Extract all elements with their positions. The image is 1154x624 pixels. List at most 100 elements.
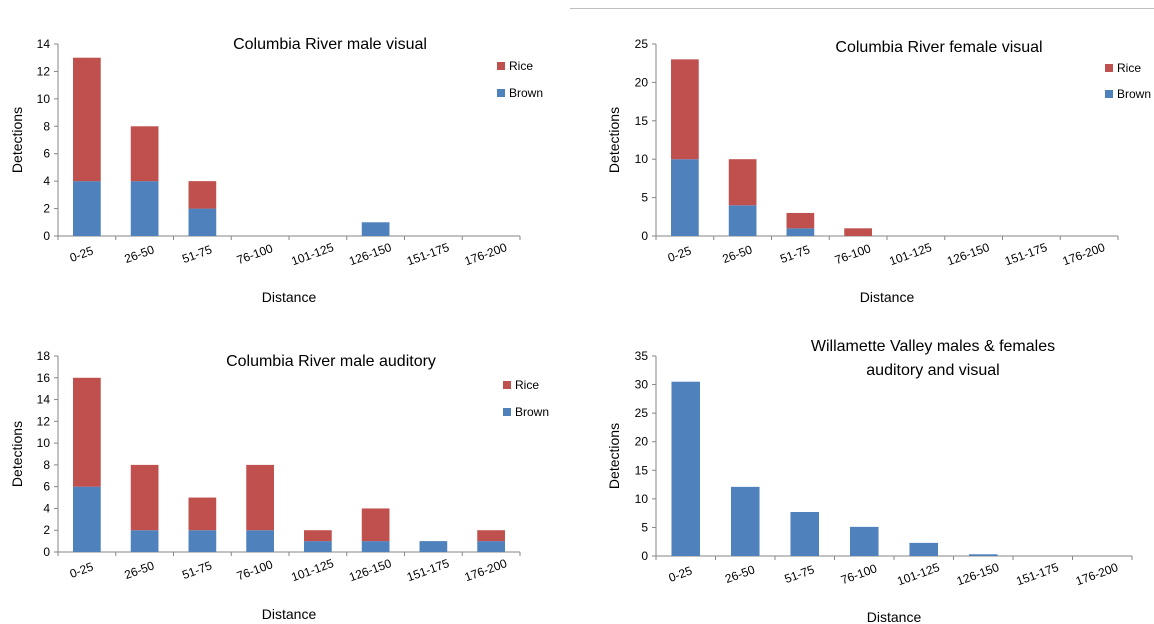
y-axis-title: Detections — [9, 107, 25, 173]
y-tick-label: 4 — [43, 174, 50, 188]
y-tick-label: 18 — [37, 349, 51, 363]
x-category-label: 76-100 — [833, 241, 873, 267]
x-category-label: 176-200 — [463, 240, 509, 268]
x-category-label: 51-75 — [180, 242, 214, 266]
legend-swatch-brown — [497, 89, 505, 97]
y-tick-label: 14 — [37, 393, 51, 407]
x-category-label: 26-50 — [122, 242, 156, 266]
x-category-label: 76-100 — [235, 241, 275, 267]
bar-series-51-75 — [790, 512, 820, 556]
x-category-label: 126-150 — [347, 556, 393, 584]
x-axis-title: Distance — [262, 606, 317, 622]
x-category-label: 51-75 — [783, 562, 817, 586]
x-category-label: 176-200 — [1061, 240, 1107, 268]
x-category-label: 101-125 — [289, 240, 335, 268]
legend-label-brown: Brown — [1117, 87, 1151, 101]
x-category-label: 126-150 — [955, 560, 1001, 588]
bar-series-76-100 — [849, 526, 879, 556]
chart-male-visual: 0 2 4 6 8 10 12 14 0-25 26-50 51-75 76-100 101-125 12… — [9, 36, 543, 305]
y-tick-label: 6 — [43, 147, 50, 161]
bar-brown-126-150 — [361, 541, 390, 552]
x-axis-title: Distance — [867, 609, 922, 624]
x-category-label: 26-50 — [723, 562, 757, 586]
bar-brown-26-50 — [728, 205, 757, 236]
x-category-label: 51-75 — [180, 558, 214, 582]
chart-female-visual: 0 5 10 15 20 25 0-25 26-50 51-75 76-100 101-125 126… — [606, 37, 1151, 305]
bar-brown-76-100 — [246, 530, 274, 552]
x-category-label: 76-100 — [839, 561, 879, 587]
y-tick-label: 8 — [43, 458, 50, 472]
y-tick-label: 12 — [37, 414, 51, 428]
x-category-label: 26-50 — [720, 242, 754, 266]
chart-title: auditory and visual — [866, 362, 999, 379]
bar-brown-26-50 — [130, 530, 159, 552]
y-tick-label: 2 — [43, 202, 50, 216]
bar-brown-0-25 — [73, 181, 101, 236]
x-category-label: 76-100 — [235, 557, 275, 583]
x-category-label: 0-25 — [666, 243, 694, 264]
bar-series-26-50 — [730, 486, 760, 556]
y-tick-label: 12 — [37, 64, 51, 78]
x-category-label: 151-175 — [405, 556, 451, 584]
bar-brown-151-175 — [419, 541, 448, 552]
y-axis-title: Detections — [606, 423, 622, 489]
legend-swatch-rice — [503, 381, 511, 389]
y-tick-label: 35 — [635, 349, 649, 363]
x-category-label: 176-200 — [463, 556, 509, 584]
y-tick-label: 16 — [37, 371, 51, 385]
bar-rice-76-100 — [246, 464, 274, 531]
y-tick-label: 10 — [635, 492, 649, 506]
chart-title: Columbia River male auditory — [226, 353, 436, 370]
bar-rice-26-50 — [130, 464, 159, 531]
y-tick-label: 10 — [635, 152, 649, 166]
y-tick-label: 10 — [37, 92, 51, 106]
bar-rice-26-50 — [130, 126, 159, 182]
x-axis-title: Distance — [860, 289, 915, 305]
y-tick-label: 6 — [43, 480, 50, 494]
y-axis-title: Detections — [9, 421, 25, 487]
legend-label-brown: Brown — [515, 405, 549, 419]
bar-brown-176-200 — [477, 541, 505, 552]
bar-rice-51-75 — [188, 497, 217, 531]
y-axis-title: Detections — [606, 107, 622, 173]
y-tick-label: 10 — [37, 436, 51, 450]
y-tick-label: 0 — [43, 229, 50, 243]
bar-brown-26-50 — [130, 181, 159, 236]
y-tick-label: 15 — [635, 114, 649, 128]
y-tick-label: 0 — [641, 549, 648, 563]
bar-rice-76-100 — [844, 228, 872, 236]
chart-title: Columbia River female visual — [835, 39, 1042, 56]
chart-male-auditory: 0 2 4 6 8 10 12 14 16 18 0-25 26-50 51-75 76-100 101-1… — [9, 349, 549, 622]
legend-label-rice: Rice — [509, 59, 533, 73]
legend-swatch-brown — [1105, 90, 1113, 98]
x-category-label: 176-200 — [1074, 560, 1120, 588]
y-tick-label: 2 — [43, 523, 50, 537]
x-category-label: 151-175 — [405, 240, 451, 268]
bar-brown-51-75 — [188, 208, 217, 236]
y-tick-label: 4 — [43, 501, 50, 515]
y-tick-label: 20 — [635, 75, 649, 89]
y-tick-label: 30 — [635, 378, 649, 392]
x-category-label: 26-50 — [122, 558, 156, 582]
y-tick-label: 20 — [635, 435, 649, 449]
x-category-label: 101-125 — [887, 240, 933, 268]
y-tick-label: 0 — [43, 545, 50, 559]
bar-series-0-25 — [671, 381, 701, 556]
bar-rice-26-50 — [728, 159, 757, 206]
bar-rice-176-200 — [477, 530, 505, 542]
x-category-label: 0-25 — [667, 563, 695, 584]
legend-swatch-rice — [497, 62, 505, 70]
bar-rice-0-25 — [73, 57, 101, 182]
y-tick-label: 5 — [641, 520, 648, 534]
y-tick-label: 15 — [635, 463, 649, 477]
bar-brown-0-25 — [73, 486, 101, 552]
bar-rice-101-125 — [304, 530, 332, 542]
bar-rice-0-25 — [73, 377, 101, 487]
y-tick-label: 8 — [43, 119, 50, 133]
chart-title: Columbia River male visual — [233, 36, 427, 53]
bar-brown-126-150 — [361, 222, 390, 236]
y-tick-label: 0 — [641, 229, 648, 243]
bar-brown-51-75 — [188, 530, 217, 552]
legend-label-rice: Rice — [515, 378, 539, 392]
chart-willamette-valley: 0 5 10 15 20 25 30 35 0-25 26-50 51-75 76-100 101-12… — [606, 338, 1133, 624]
